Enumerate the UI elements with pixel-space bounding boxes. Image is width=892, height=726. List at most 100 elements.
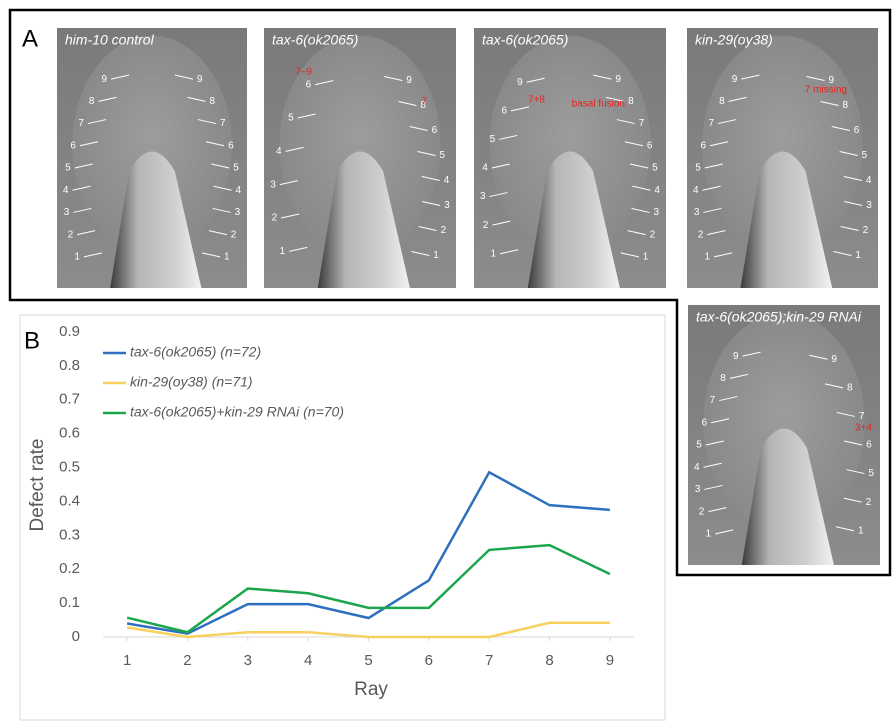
ray-label: 2 — [699, 506, 705, 517]
ray-label: 9 — [102, 74, 108, 85]
defect-annotation: 7–9 — [295, 67, 312, 78]
ray-label: 4 — [654, 185, 660, 196]
ray-label: 9 — [831, 354, 837, 365]
ray-label: 2 — [650, 229, 656, 240]
ray-label: 5 — [695, 163, 701, 174]
ray-label: 9 — [406, 75, 412, 86]
panel-label: B — [24, 327, 40, 354]
image-caption: tax-6(ok2065);kin-29 RNAi — [696, 309, 862, 325]
y-tick-label: 0.6 — [59, 425, 80, 442]
ray-label: 6 — [702, 417, 708, 428]
ray-label: 1 — [433, 250, 439, 261]
ray-label: 5 — [440, 150, 446, 161]
ray-label: 2 — [441, 225, 447, 236]
ray-label: 6 — [228, 140, 234, 151]
ray-label: 4 — [63, 185, 69, 196]
ray-label: 5 — [288, 113, 294, 124]
legend-label: tax-6(ok2065) (n=72) — [130, 344, 261, 360]
ray-label: 8 — [843, 100, 849, 111]
ray-label: 1 — [74, 252, 80, 263]
ray-label: 5 — [490, 134, 496, 145]
x-tick-label: 6 — [425, 652, 433, 669]
ray-label: 8 — [720, 373, 726, 384]
ray-label: 4 — [236, 185, 242, 196]
ray-label: 7 — [220, 118, 226, 129]
ray-label: 6 — [854, 125, 860, 136]
ray-label: 4 — [276, 146, 282, 157]
ray-label: 5 — [65, 163, 71, 174]
ray-label: 9 — [197, 74, 203, 85]
image-caption: kin-29(oy38) — [695, 32, 773, 48]
ray-label: 1 — [858, 525, 864, 536]
defect-annotation: 3+4 — [855, 423, 872, 434]
legend-label: tax-6(ok2065)+kin-29 RNAi (n=70) — [130, 404, 344, 420]
x-tick-label: 2 — [183, 652, 191, 669]
ray-label: 1 — [280, 246, 286, 257]
ray-label: 5 — [696, 440, 702, 451]
ray-label: 6 — [306, 79, 312, 90]
ray-label: 6 — [647, 140, 653, 151]
defect-annotation: 7 — [421, 97, 427, 108]
x-tick-label: 9 — [606, 652, 614, 669]
legend-label: kin-29(oy38) (n=71) — [130, 374, 253, 390]
ray-label: 7 — [639, 118, 645, 129]
ray-label: 4 — [693, 185, 699, 196]
ray-label: 2 — [863, 225, 869, 236]
defect-annotation: basal fusion — [572, 99, 625, 110]
x-tick-label: 5 — [364, 652, 372, 669]
ray-label: 7 — [859, 411, 865, 422]
image-caption: tax-6(ok2065) — [482, 32, 568, 48]
ray-label: 5 — [233, 163, 239, 174]
ray-label: 1 — [855, 250, 861, 261]
ray-label: 9 — [615, 74, 621, 85]
ray-label: 8 — [719, 96, 725, 107]
ray-label: 6 — [866, 440, 872, 451]
ray-label: 1 — [705, 252, 711, 263]
ray-label: 4 — [694, 462, 700, 473]
ray-label: 4 — [444, 175, 450, 186]
image-caption: him-10 control — [65, 32, 155, 48]
ray-label: 9 — [732, 74, 738, 85]
y-tick-label: 0.1 — [59, 594, 80, 611]
x-tick-label: 7 — [485, 652, 493, 669]
y-tick-label: 0.3 — [59, 526, 80, 543]
y-tick-label: 0.9 — [59, 323, 80, 340]
ray-label: 4 — [482, 163, 488, 174]
x-axis-label: Ray — [354, 679, 388, 700]
ray-label: 4 — [866, 175, 872, 186]
defect-annotation: 7+8 — [528, 95, 545, 106]
ray-label: 3 — [64, 207, 70, 218]
ray-label: 2 — [231, 229, 237, 240]
x-tick-label: 1 — [123, 652, 131, 669]
ray-label: 2 — [698, 229, 704, 240]
ray-label: 5 — [862, 150, 868, 161]
ray-label: 6 — [432, 125, 438, 136]
y-axis-label: Defect rate — [27, 439, 48, 532]
y-tick-label: 0.2 — [59, 560, 80, 577]
ray-label: 3 — [866, 200, 872, 211]
ray-label: 3 — [654, 207, 660, 218]
ray-label: 7 — [709, 118, 715, 129]
defect-annotation: 7 missing — [805, 85, 847, 96]
image-caption: tax-6(ok2065) — [272, 32, 358, 48]
ray-label: 3 — [480, 191, 486, 202]
ray-label: 2 — [68, 229, 74, 240]
x-tick-label: 3 — [244, 652, 252, 669]
ray-label: 2 — [272, 213, 278, 224]
y-tick-label: 0.4 — [59, 492, 80, 509]
x-tick-label: 8 — [545, 652, 553, 669]
ray-label: 2 — [866, 497, 872, 508]
ray-label: 3 — [270, 179, 276, 190]
panel-label: A — [22, 25, 38, 52]
ray-label: 9 — [517, 77, 523, 88]
y-tick-label: 0 — [72, 628, 80, 645]
ray-label: 9 — [733, 351, 739, 362]
ray-label: 1 — [643, 252, 649, 263]
ray-label: 3 — [694, 207, 700, 218]
ray-label: 7 — [710, 395, 716, 406]
ray-label: 8 — [847, 382, 853, 393]
ray-label: 3 — [444, 200, 450, 211]
x-tick-label: 4 — [304, 652, 312, 669]
chart-frame — [20, 315, 665, 720]
ray-label: 1 — [706, 529, 712, 540]
